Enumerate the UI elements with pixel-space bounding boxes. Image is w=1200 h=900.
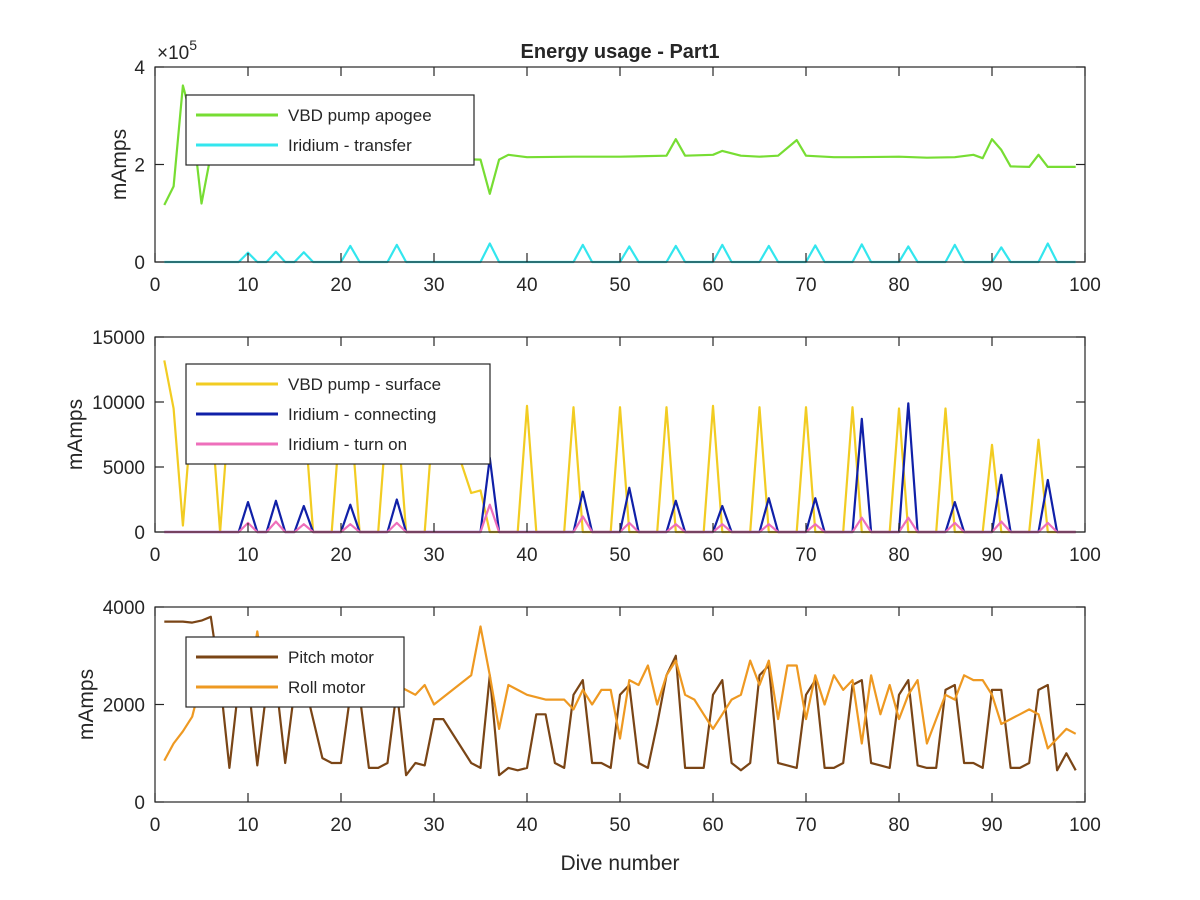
chart-title: Energy usage - Part1: [521, 41, 720, 63]
x-tick-label: 20: [330, 275, 351, 296]
x-tick-label: 90: [981, 275, 1002, 296]
x-tick-label: 70: [795, 815, 816, 836]
y-tick-label: 0: [134, 253, 145, 274]
y-axis-label-3: mAmps: [75, 669, 98, 740]
y-tick-label: 15000: [92, 328, 145, 349]
x-tick-label: 60: [702, 275, 723, 296]
x-tick-label: 70: [795, 545, 816, 566]
x-tick-label: 30: [423, 815, 444, 836]
legend-entry: Iridium - connecting: [288, 405, 436, 424]
y-tick-label: 2: [134, 156, 145, 177]
y-axis-multiplier: ×105: [157, 37, 197, 64]
y-axis-label-2: mAmps: [64, 399, 87, 470]
x-tick-label: 40: [516, 545, 537, 566]
x-tick-label: 50: [609, 545, 630, 566]
x-tick-label: 10: [237, 545, 258, 566]
y-tick-label: 5000: [103, 458, 145, 479]
legend-box-3: [185, 636, 405, 708]
x-tick-label: 50: [609, 815, 630, 836]
series-line-2-3: [164, 503, 1076, 534]
legend-box-1: [185, 94, 475, 166]
x-tick-label: 100: [1069, 545, 1101, 566]
series-line-2-2: [164, 402, 1076, 534]
x-axis-label: Dive number: [560, 852, 679, 875]
legend-entry: Roll motor: [288, 678, 366, 697]
legend-entry: Iridium - transfer: [288, 136, 412, 155]
subplot-1: 0 10 20 30 40 50 60 70 80 90 100 0 2 4 ×105 mAmps VBD pu…: [108, 37, 1101, 296]
x-tick-label: 50: [609, 275, 630, 296]
legend-entry: Pitch motor: [288, 648, 374, 667]
x-tick-label: 60: [702, 545, 723, 566]
x-tick-label: 0: [150, 275, 161, 296]
x-tick-label: 30: [423, 545, 444, 566]
x-tick-label: 100: [1069, 275, 1101, 296]
subplot-3: 0 10 20 30 40 50 60 70 80 90 100 0 2000 4000 mAmps Pitc…: [75, 598, 1101, 836]
x-tick-label: 20: [330, 545, 351, 566]
series-line-1-2: [164, 242, 1076, 264]
x-tick-label: 60: [702, 815, 723, 836]
x-tick-label: 30: [423, 275, 444, 296]
subplot-2: 0 10 20 30 40 50 60 70 80 90 100 0 5000 10000 15000 mAm…: [64, 328, 1101, 566]
x-tick-label: 70: [795, 275, 816, 296]
legend-entry: Iridium - turn on: [288, 435, 407, 454]
y-tick-label: 0: [134, 793, 145, 814]
y-tick-label: 0: [134, 523, 145, 544]
y-tick-label: 10000: [92, 393, 145, 414]
x-tick-label: 40: [516, 815, 537, 836]
x-tick-label: 90: [981, 545, 1002, 566]
x-tick-label: 80: [888, 275, 909, 296]
x-tick-label: 80: [888, 545, 909, 566]
y-tick-label: 4000: [103, 598, 145, 619]
x-tick-label: 10: [237, 815, 258, 836]
x-tick-label: 90: [981, 815, 1002, 836]
x-tick-label: 40: [516, 275, 537, 296]
y-axis-label-1: mAmps: [108, 129, 131, 200]
legend-entry: VBD pump apogee: [288, 106, 432, 125]
y-tick-label: 4: [134, 58, 145, 79]
legend-entry: VBD pump - surface: [288, 375, 441, 394]
x-tick-label: 20: [330, 815, 351, 836]
x-tick-label: 0: [150, 815, 161, 836]
y-tick-label: 2000: [103, 696, 145, 717]
x-tick-label: 100: [1069, 815, 1101, 836]
x-tick-label: 80: [888, 815, 909, 836]
x-tick-label: 10: [237, 275, 258, 296]
x-tick-label: 0: [150, 545, 161, 566]
